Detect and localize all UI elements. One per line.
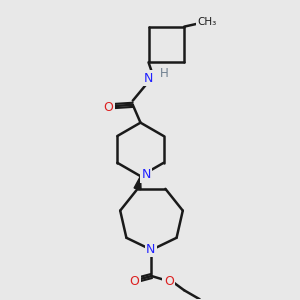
- Text: O: O: [129, 275, 139, 288]
- Text: O: O: [129, 275, 139, 288]
- Text: CH₃: CH₃: [198, 17, 217, 27]
- Text: H: H: [160, 68, 168, 80]
- Text: O: O: [164, 275, 174, 288]
- Text: CH₃: CH₃: [198, 17, 217, 27]
- Polygon shape: [134, 176, 141, 190]
- Text: O: O: [164, 275, 174, 288]
- Text: N: N: [142, 168, 151, 181]
- Text: O: O: [103, 101, 113, 114]
- Text: H: H: [160, 68, 168, 80]
- Text: N: N: [144, 72, 153, 85]
- Text: O: O: [103, 101, 113, 114]
- Text: N: N: [146, 243, 156, 256]
- Text: N: N: [144, 72, 153, 85]
